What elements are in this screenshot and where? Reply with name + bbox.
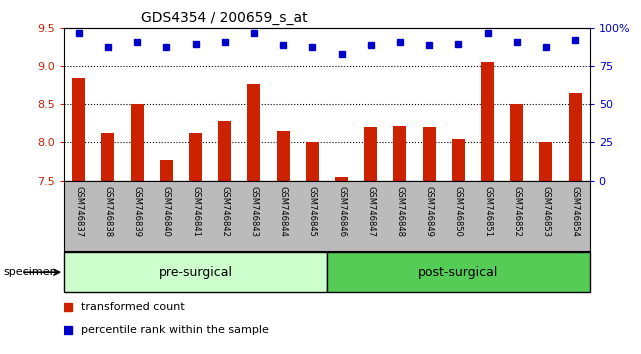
Text: post-surgical: post-surgical — [418, 266, 499, 279]
Text: GSM746837: GSM746837 — [74, 186, 83, 237]
Text: GSM746845: GSM746845 — [308, 186, 317, 237]
Text: GSM746847: GSM746847 — [366, 186, 375, 237]
Bar — [64, 252, 327, 292]
Bar — [72, 78, 85, 181]
Text: specimen: specimen — [3, 267, 57, 277]
Text: transformed count: transformed count — [81, 302, 185, 312]
Text: GSM746843: GSM746843 — [249, 186, 258, 237]
Text: GSM746852: GSM746852 — [512, 186, 521, 237]
Text: GSM746854: GSM746854 — [570, 186, 579, 237]
Text: GDS4354 / 200659_s_at: GDS4354 / 200659_s_at — [141, 11, 308, 25]
Bar — [422, 127, 436, 181]
Text: GSM746841: GSM746841 — [191, 186, 200, 237]
Bar — [452, 139, 465, 181]
Text: GSM746842: GSM746842 — [221, 186, 229, 237]
Text: GSM746850: GSM746850 — [454, 186, 463, 237]
Bar — [160, 160, 173, 181]
Bar — [539, 142, 553, 181]
Bar — [306, 142, 319, 181]
Text: GSM746853: GSM746853 — [542, 186, 551, 237]
Text: pre-surgical: pre-surgical — [158, 266, 233, 279]
Bar — [276, 131, 290, 181]
Bar — [189, 133, 202, 181]
Text: GSM746849: GSM746849 — [424, 186, 433, 237]
Bar — [481, 62, 494, 181]
Text: GSM746846: GSM746846 — [337, 186, 346, 237]
Bar — [394, 126, 406, 181]
Bar — [247, 84, 260, 181]
Bar — [364, 127, 378, 181]
Bar — [101, 133, 115, 181]
Text: GSM746838: GSM746838 — [103, 186, 112, 237]
Text: GSM746848: GSM746848 — [395, 186, 404, 237]
Text: percentile rank within the sample: percentile rank within the sample — [81, 325, 269, 335]
Bar — [335, 177, 348, 181]
Text: GSM746844: GSM746844 — [279, 186, 288, 237]
Bar — [131, 104, 144, 181]
Text: GSM746851: GSM746851 — [483, 186, 492, 237]
Text: GSM746839: GSM746839 — [133, 186, 142, 237]
Bar — [218, 121, 231, 181]
Text: GSM746840: GSM746840 — [162, 186, 171, 237]
Bar — [569, 93, 581, 181]
Bar — [327, 252, 590, 292]
Bar — [510, 104, 523, 181]
